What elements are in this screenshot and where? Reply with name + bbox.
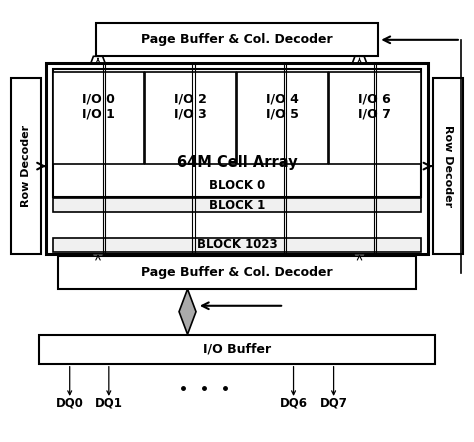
Polygon shape (91, 254, 105, 256)
Bar (39, 335, 435, 364)
Polygon shape (179, 289, 196, 334)
Text: DQ6: DQ6 (280, 397, 308, 410)
Text: I/O 6
I/O 7: I/O 6 I/O 7 (358, 93, 391, 121)
Text: I/O 4
I/O 5: I/O 4 I/O 5 (266, 93, 299, 121)
Text: DQ7: DQ7 (319, 397, 347, 410)
Bar (329, 72, 421, 164)
Bar (145, 72, 236, 164)
Bar (237, 72, 328, 164)
Text: I/O Buffer: I/O Buffer (203, 343, 271, 356)
Text: 64M Cell Array: 64M Cell Array (177, 155, 297, 170)
Bar (46, 63, 428, 254)
Text: BLOCK 1: BLOCK 1 (209, 199, 265, 212)
Bar (53, 72, 144, 164)
Bar (53, 198, 421, 212)
Text: DQ0: DQ0 (56, 397, 83, 410)
Text: Page Buffer & Col. Decoder: Page Buffer & Col. Decoder (141, 266, 333, 279)
Text: BLOCK 1023: BLOCK 1023 (197, 238, 277, 251)
Text: I/O 2
I/O 3: I/O 2 I/O 3 (174, 93, 207, 121)
Text: Row Decoder: Row Decoder (443, 125, 453, 207)
Text: Page Buffer & Col. Decoder: Page Buffer & Col. Decoder (141, 33, 333, 46)
Bar (96, 23, 378, 56)
Bar (11, 78, 41, 254)
Text: Row Decoder: Row Decoder (21, 125, 31, 207)
Text: DQ1: DQ1 (95, 397, 123, 410)
Polygon shape (353, 254, 366, 256)
Bar (53, 69, 421, 197)
Polygon shape (353, 56, 366, 63)
Polygon shape (91, 56, 105, 63)
Bar (433, 78, 463, 254)
Bar (58, 256, 416, 289)
Text: BLOCK 0: BLOCK 0 (209, 179, 265, 192)
Bar (53, 238, 421, 252)
Text: I/O 0
I/O 1: I/O 0 I/O 1 (82, 93, 115, 121)
